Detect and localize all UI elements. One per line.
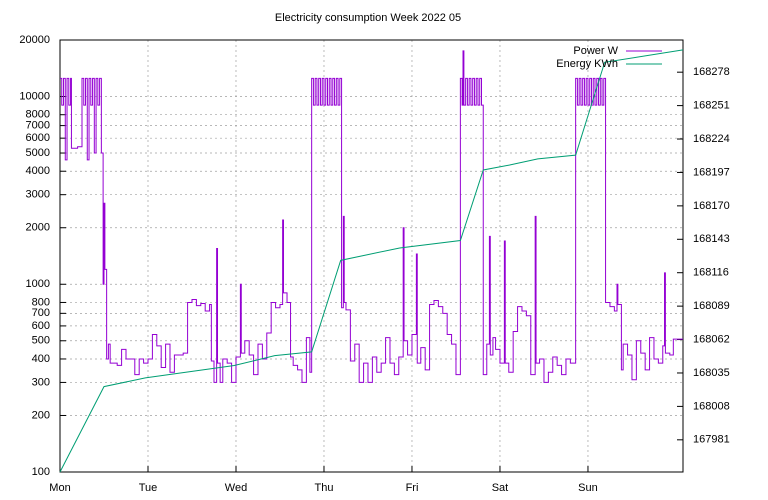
x-tick-label: Thu	[314, 482, 333, 494]
legend-label: Power W	[573, 45, 618, 57]
x-tick-label: Fri	[406, 482, 419, 494]
y2-tick-label: 168062	[693, 333, 730, 345]
plot-frame	[59, 39, 684, 473]
y2-tick-label: 168170	[693, 200, 730, 212]
y2-tick-label: 168116	[693, 267, 729, 279]
y2-tick-label: 168278	[693, 66, 730, 78]
y2-tick-label: 168143	[693, 233, 730, 245]
y-tick-label: 7000	[26, 120, 50, 132]
y-tick-label: 800	[32, 296, 50, 308]
x-tick-label: Sun	[578, 482, 598, 494]
y2-tick-label: 168224	[693, 133, 730, 145]
y2-tick-label: 168089	[693, 300, 730, 312]
chart-title: Electricity consumption Week 2022 05	[275, 12, 461, 24]
y-tick-label: 400	[32, 353, 50, 365]
y-tick-label: 100	[32, 466, 50, 478]
legend-label: Energy KWh	[556, 58, 618, 70]
x-tick-label: Sat	[492, 482, 509, 494]
y-tick-label: 5000	[26, 147, 50, 159]
y2-tick-label: 168035	[693, 367, 730, 379]
y-tick-label: 8000	[26, 109, 50, 121]
y-tick-label: 4000	[26, 165, 50, 177]
y-tick-label: 500	[32, 335, 50, 347]
y-tick-label: 10000	[19, 90, 50, 102]
series-line	[59, 49, 684, 473]
y2-tick-label: 168197	[693, 166, 730, 178]
y-tick-label: 600	[32, 320, 50, 332]
y2-tick-label: 167981	[693, 434, 730, 446]
y-tick-label: 200	[32, 409, 50, 421]
y-tick-label: 1000	[26, 278, 50, 290]
y-tick-label: 300	[32, 376, 50, 388]
y-tick-label: 700	[32, 307, 50, 319]
x-tick-label: Tue	[139, 482, 158, 494]
y-tick-label: 2000	[26, 222, 50, 234]
y2-tick-label: 168251	[693, 100, 730, 112]
x-tick-label: Wed	[225, 482, 247, 494]
y-tick-label: 3000	[26, 189, 50, 201]
y-tick-label: 20000	[19, 34, 50, 46]
y-tick-label: 6000	[26, 132, 50, 144]
series-line	[60, 50, 683, 383]
x-tick-label: Mon	[49, 482, 70, 494]
y2-tick-label: 168008	[693, 400, 730, 412]
